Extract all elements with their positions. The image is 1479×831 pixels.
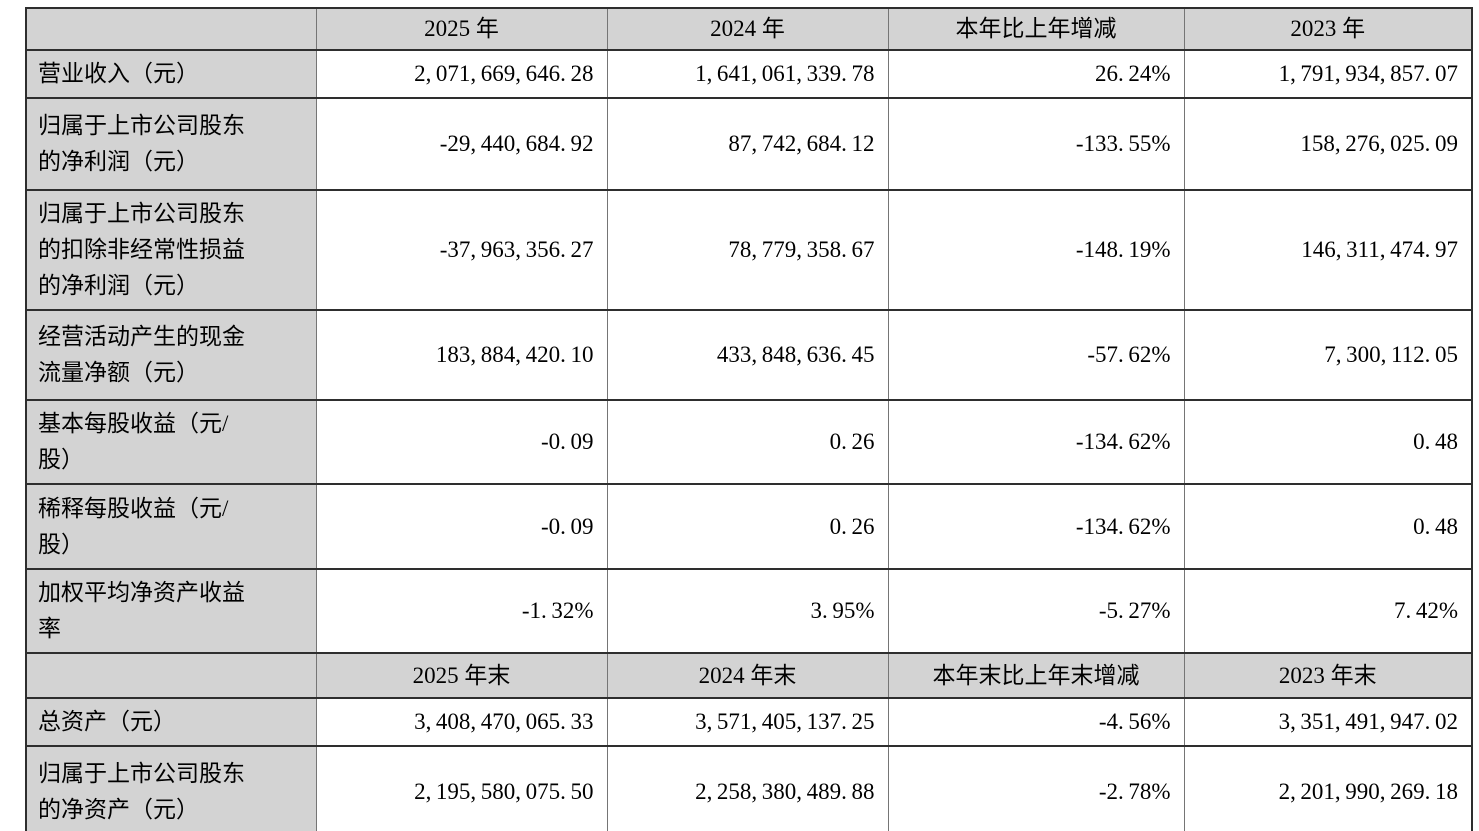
table-row-operating-revenue: 营业收入（元） 2, 071, 669, 646. 28 1, 641, 061… [25,49,1473,99]
value-change: -5. 27% [887,568,1185,654]
value-change: -133. 55% [887,97,1185,191]
value-change: -4. 56% [887,697,1185,747]
row-label: 稀释每股收益（元/ 股） [25,483,317,570]
value-2023: 1, 791, 934, 857. 07 [1183,49,1473,99]
value-change: -57. 62% [887,309,1185,401]
col-header-2024-end: 2024 年末 [606,652,889,699]
value-2024: 87, 742, 684. 12 [606,97,889,191]
table-row-diluted-eps: 稀释每股收益（元/ 股） -0. 09 0. 26 -134. 62% 0. 4… [25,483,1473,570]
table-row-basic-eps: 基本每股收益（元/ 股） -0. 09 0. 26 -134. 62% 0. 4… [25,399,1473,485]
value-2025: 3, 408, 470, 065. 33 [315,697,608,747]
col-header-2025: 2025 年 [315,7,608,51]
value-change: -134. 62% [887,483,1185,570]
col-header-2024: 2024 年 [606,7,889,51]
row-label: 营业收入（元） [25,49,317,99]
value-change: 26. 24% [887,49,1185,99]
value-2023: 7. 42% [1183,568,1473,654]
value-change: -2. 78% [887,745,1185,831]
col-header-2025-end: 2025 年末 [315,652,608,699]
value-2023: 0. 48 [1183,399,1473,485]
table-row-net-profit: 归属于上市公司股东 的净利润（元） -29, 440, 684. 92 87, … [25,97,1473,191]
table-row-operating-cash-flow: 经营活动产生的现金 流量净额（元） 183, 884, 420. 10 433,… [25,309,1473,401]
row-label: 归属于上市公司股东 的扣除非经常性损益 的净利润（元） [25,189,317,311]
value-2024: 3, 571, 405, 137. 25 [606,697,889,747]
table-row-total-assets: 总资产（元） 3, 408, 470, 065. 33 3, 571, 405,… [25,697,1473,747]
value-2024: 1, 641, 061, 339. 78 [606,49,889,99]
value-change: -148. 19% [887,189,1185,311]
col-header-yoy-change: 本年比上年增减 [887,7,1185,51]
value-2023: 146, 311, 474. 97 [1183,189,1473,311]
value-2024: 78, 779, 358. 67 [606,189,889,311]
col-header-2023-end: 2023 年末 [1183,652,1473,699]
col-header-blank [25,7,317,51]
value-2023: 158, 276, 025. 09 [1183,97,1473,191]
row-label: 经营活动产生的现金 流量净额（元） [25,309,317,401]
col-header-blank [25,652,317,699]
table-row-weighted-avg-roe: 加权平均净资产收益 率 -1. 32% 3. 95% -5. 27% 7. 42… [25,568,1473,654]
table-header-row-year-end: 2025 年末 2024 年末 本年末比上年末增减 2023 年末 [25,652,1473,699]
value-2025: 2, 195, 580, 075. 50 [315,745,608,831]
row-label: 归属于上市公司股东 的净资产（元） [25,745,317,831]
value-2025: -37, 963, 356. 27 [315,189,608,311]
value-2024: 3. 95% [606,568,889,654]
value-2025: -0. 09 [315,399,608,485]
col-header-2023: 2023 年 [1183,7,1473,51]
row-label: 归属于上市公司股东 的净利润（元） [25,97,317,191]
value-2025: -29, 440, 684. 92 [315,97,608,191]
financial-summary-table: 2025 年 2024 年 本年比上年增减 2023 年 营业收入（元） 2, … [25,7,1473,831]
table-header-row-annual: 2025 年 2024 年 本年比上年增减 2023 年 [25,7,1473,51]
value-2023: 7, 300, 112. 05 [1183,309,1473,401]
value-2025: 183, 884, 420. 10 [315,309,608,401]
col-header-year-end-change: 本年末比上年末增减 [887,652,1185,699]
table-row-net-assets: 归属于上市公司股东 的净资产（元） 2, 195, 580, 075. 50 2… [25,745,1473,831]
value-2024: 0. 26 [606,483,889,570]
value-2025: -1. 32% [315,568,608,654]
value-2024: 0. 26 [606,399,889,485]
value-2023: 0. 48 [1183,483,1473,570]
row-label: 加权平均净资产收益 率 [25,568,317,654]
value-2025: 2, 071, 669, 646. 28 [315,49,608,99]
value-change: -134. 62% [887,399,1185,485]
value-2023: 3, 351, 491, 947. 02 [1183,697,1473,747]
table-row-net-profit-excl-nonrecurring: 归属于上市公司股东 的扣除非经常性损益 的净利润（元） -37, 963, 35… [25,189,1473,311]
value-2024: 2, 258, 380, 489. 88 [606,745,889,831]
value-2024: 433, 848, 636. 45 [606,309,889,401]
row-label: 基本每股收益（元/ 股） [25,399,317,485]
value-2025: -0. 09 [315,483,608,570]
row-label: 总资产（元） [25,697,317,747]
value-2023: 2, 201, 990, 269. 18 [1183,745,1473,831]
